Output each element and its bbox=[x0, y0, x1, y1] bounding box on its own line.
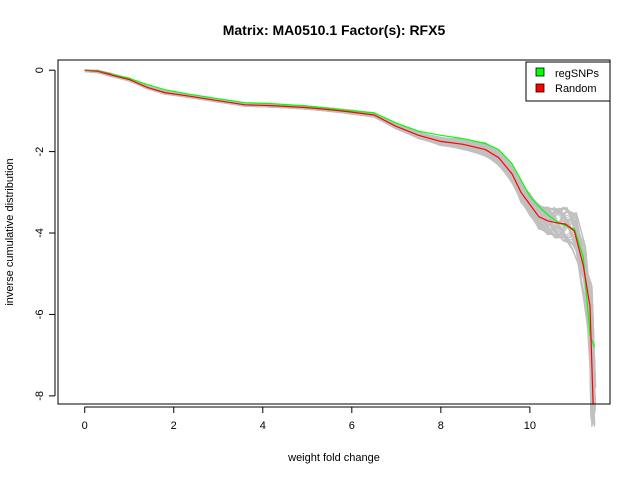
random-simulation-line bbox=[84, 69, 597, 389]
y-tick-label: -6 bbox=[34, 310, 46, 320]
random-simulation-line bbox=[84, 69, 597, 386]
y-axis: 0 -2 -4 -6 -8 bbox=[34, 67, 56, 401]
random-simulation-line bbox=[84, 69, 592, 423]
legend-swatch-regsnps bbox=[535, 67, 545, 77]
random-simulation-line bbox=[84, 69, 591, 382]
series-overlap-line bbox=[84, 69, 112, 75]
series-line-regsnps bbox=[84, 69, 595, 348]
random-simulation-line bbox=[84, 69, 592, 415]
random-simulation-line bbox=[84, 71, 593, 399]
random-simulation-band bbox=[84, 69, 597, 428]
random-simulation-line bbox=[84, 69, 592, 418]
plot-frame bbox=[57, 59, 611, 405]
random-simulation-line bbox=[84, 69, 597, 407]
random-simulation-line bbox=[84, 71, 592, 393]
random-simulation-line bbox=[84, 69, 591, 393]
chart-title: Matrix: MA0510.1 Factor(s): RFX5 bbox=[223, 22, 446, 38]
random-simulation-line bbox=[84, 71, 595, 408]
x-axis-label: weight fold change bbox=[287, 452, 380, 464]
random-simulation-line bbox=[84, 69, 596, 427]
random-simulation-line bbox=[84, 69, 597, 384]
y-tick-label: -4 bbox=[34, 228, 46, 238]
y-axis-label: inverse cumulative distribution bbox=[4, 158, 16, 305]
random-simulation-line bbox=[84, 70, 592, 382]
random-simulation-line bbox=[84, 70, 594, 424]
random-simulation-line bbox=[84, 71, 596, 386]
x-tick-label: 0 bbox=[82, 420, 88, 432]
random-simulation-line bbox=[84, 71, 594, 411]
random-simulation-line bbox=[84, 69, 591, 396]
random-simulation-line bbox=[84, 70, 596, 383]
y-tick-label: -2 bbox=[34, 147, 46, 157]
random-simulation-line bbox=[84, 70, 594, 421]
random-simulation-line bbox=[84, 70, 595, 423]
random-simulation-line bbox=[84, 69, 595, 428]
legend-swatch-random bbox=[535, 83, 545, 93]
y-tick-label: -8 bbox=[34, 391, 46, 401]
random-simulation-line bbox=[84, 71, 593, 396]
x-tick-label: 8 bbox=[438, 420, 444, 432]
random-simulation-line bbox=[84, 69, 591, 399]
random-simulation-line bbox=[84, 70, 594, 419]
random-simulation-line bbox=[84, 69, 592, 381]
x-tick-label: 2 bbox=[171, 420, 177, 432]
x-tick-label: 10 bbox=[524, 420, 536, 432]
random-simulation-line bbox=[84, 69, 596, 383]
random-simulation-line bbox=[84, 69, 593, 426]
random-simulation-line bbox=[84, 70, 596, 384]
y-tick-label: 0 bbox=[34, 67, 46, 73]
x-tick-label: 6 bbox=[349, 420, 355, 432]
random-simulation-line bbox=[84, 69, 596, 426]
random-simulation-line bbox=[84, 71, 595, 404]
random-simulation-line bbox=[84, 70, 594, 416]
random-simulation-line bbox=[84, 69, 592, 421]
series-lines bbox=[84, 69, 595, 405]
random-simulation-line bbox=[84, 69, 596, 411]
random-simulation-line bbox=[84, 71, 592, 390]
random-simulation-line bbox=[84, 69, 592, 382]
random-simulation-line bbox=[84, 69, 593, 428]
series-line-random bbox=[84, 69, 594, 405]
x-axis: 0 2 4 6 8 10 bbox=[82, 406, 536, 432]
legend-label-random: Random bbox=[555, 83, 597, 95]
x-tick-label: 4 bbox=[260, 420, 266, 432]
random-simulation-line bbox=[84, 69, 596, 414]
random-simulation-line bbox=[84, 69, 593, 427]
random-simulation-line bbox=[84, 69, 597, 404]
legend: regSNPs Random bbox=[525, 61, 611, 102]
legend-label-regsnps: regSNPs bbox=[555, 68, 600, 80]
